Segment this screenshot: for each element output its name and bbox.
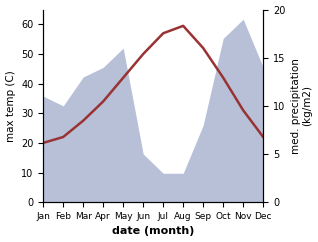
X-axis label: date (month): date (month): [112, 227, 194, 236]
Y-axis label: med. precipitation
(kg/m2): med. precipitation (kg/m2): [291, 58, 313, 154]
Y-axis label: max temp (C): max temp (C): [5, 70, 16, 142]
